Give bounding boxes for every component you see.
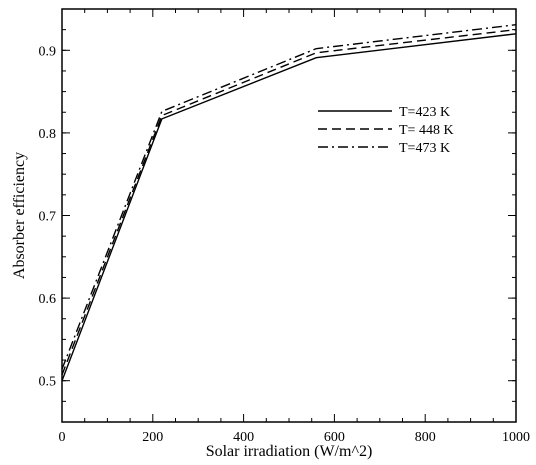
series-line-3 <box>61 23 517 370</box>
legend: T=423 K T= 448 K T=473 K <box>318 105 454 156</box>
y-axis-label: Absorber efficiency <box>11 152 28 279</box>
series-line-1 <box>61 33 517 381</box>
x-tick-label: 600 <box>324 430 345 445</box>
y-axis: 0.5 0.6 0.7 0.8 0.9 <box>39 8 516 423</box>
y-tick-label: 0.8 <box>39 127 57 142</box>
legend-label-1: T=423 K <box>399 105 450 120</box>
x-axis: 0 200 400 600 800 1000 <box>59 9 530 445</box>
y-tick-label: 0.6 <box>39 292 57 307</box>
y-tick-label: 0.7 <box>39 210 57 225</box>
legend-label-2: T= 448 K <box>399 123 454 138</box>
y-tick-label: 0.9 <box>39 44 57 59</box>
x-tick-label: 200 <box>142 430 163 445</box>
x-tick-label: 400 <box>233 430 254 445</box>
x-axis-label: Solar irradiation (W/m^2) <box>206 443 373 460</box>
x-tick-label: 0 <box>59 430 66 445</box>
y-tick-label: 0.5 <box>39 375 57 390</box>
x-tick-label: 1000 <box>502 430 530 445</box>
legend-label-3: T=473 K <box>399 141 450 156</box>
x-tick-label: 800 <box>415 430 436 445</box>
plot-frame <box>61 8 517 423</box>
series-layer <box>61 23 517 381</box>
plot-area-border <box>61 8 517 423</box>
